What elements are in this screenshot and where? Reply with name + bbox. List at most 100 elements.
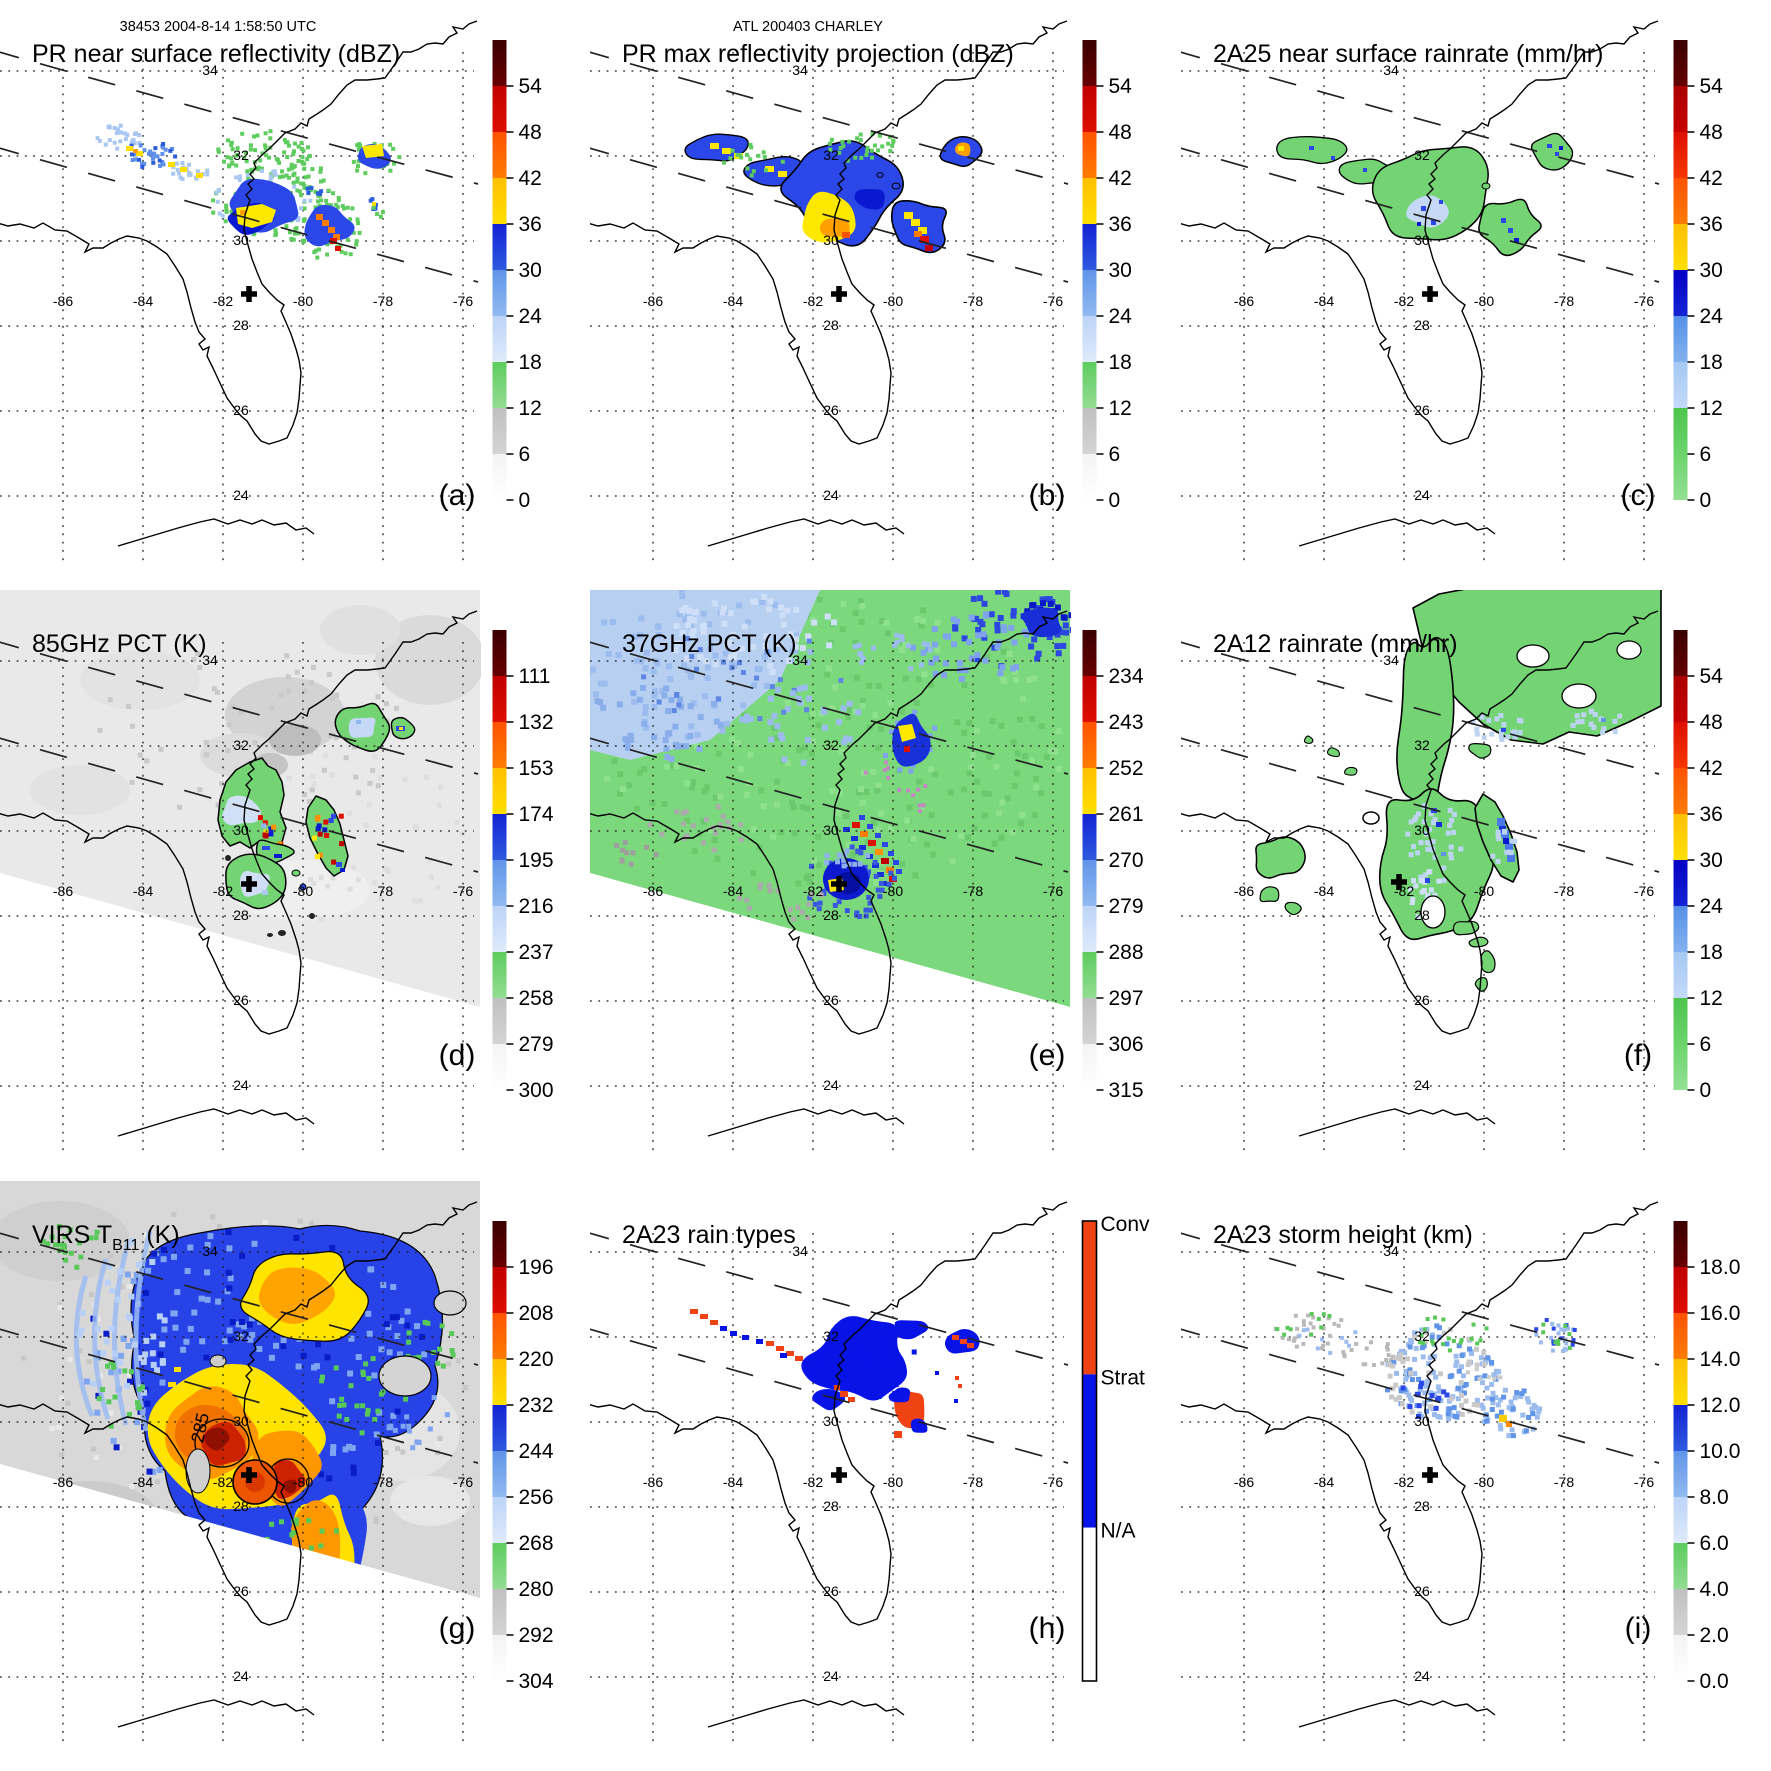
lat-label: 32	[1414, 1328, 1430, 1344]
cuba-coastline	[1298, 1699, 1496, 1728]
lat-label: 28	[823, 907, 839, 923]
colorbar-tick-label: 153	[519, 757, 554, 780]
colorbar-tick-label: 54	[519, 75, 543, 98]
lon-label: -84	[1314, 1474, 1334, 1490]
lat-label: 28	[1414, 1498, 1430, 1514]
geo-labels: 34 32 30 28 26 24 -86 -84 -82 -80 -78 -76	[1234, 1243, 1654, 1684]
lat-label: 30	[823, 232, 839, 248]
lat-label: 30	[1414, 822, 1430, 838]
colorbar-c: 54 48 42 36 30 24 18 12 6 0	[1673, 40, 1724, 512]
colorbar-tick-label: 18	[519, 351, 542, 374]
lat-label: 34	[202, 652, 218, 668]
lat-label: 24	[233, 1668, 249, 1684]
panel-b: 34 32 30 28 26 24 -86 -84 -82 -80 -78 -76 ATL 200403…	[590, 19, 1132, 562]
colorbar-tick-label: 6	[1700, 443, 1712, 466]
colorbar-f: 54 48 42 36 30 24 18 12 6 0	[1673, 630, 1724, 1102]
lat-label: 28	[823, 317, 839, 333]
colorbar-tick-label: 6	[1109, 443, 1121, 466]
colorbar-tick-label: 48	[1700, 121, 1723, 144]
lon-label: -80	[883, 883, 903, 899]
panel-letter: (b)	[1029, 479, 1066, 512]
colorbar-tick-label: 42	[1700, 167, 1723, 190]
lat-label: 24	[233, 1077, 249, 1093]
colorbar-tick-label: 0.0	[1700, 1670, 1729, 1693]
lon-label: -76	[1043, 883, 1063, 899]
colorbar-tick-label: 48	[1700, 711, 1723, 734]
data-layer-i	[1273, 1312, 1577, 1439]
lon-label: -78	[1554, 883, 1574, 899]
panel-h: 34 32 30 28 26 24 -86 -84 -82 -80 -78 -76 2A23 rain …	[590, 1201, 1150, 1743]
lon-label: -78	[963, 883, 983, 899]
map-gridlines	[0, 642, 474, 1152]
lon-label: -80	[1474, 1474, 1494, 1490]
lat-label: 34	[792, 62, 808, 78]
panel-i: 34 32 30 28 26 24 -86 -84 -82 -80 -78 -76 2A23 storm…	[1181, 1201, 1740, 1743]
colorbar-tick-label: 30	[1700, 849, 1723, 872]
lon-label: -84	[723, 1474, 743, 1490]
colorbar-tick-label: 48	[519, 121, 542, 144]
colorbar-tick-label: 304	[519, 1670, 554, 1693]
lon-label: -84	[1314, 883, 1334, 899]
map-overlay	[0, 610, 479, 1137]
colorbar-tick-label: 30	[1109, 259, 1132, 282]
colorbar-tick-label: 244	[519, 1440, 554, 1463]
colorbar-tick-label: 36	[1700, 803, 1723, 826]
colorbar-g: 196 208 220 232 244 256 268 280 292 304	[492, 1221, 554, 1693]
colorbar-gradient	[1082, 630, 1097, 1090]
lat-label: 28	[823, 1498, 839, 1514]
colorbar-tick-label: 132	[519, 711, 554, 734]
data-layer-a	[95, 123, 402, 260]
lon-label: -86	[643, 293, 663, 309]
data-layer-b	[684, 131, 983, 254]
geo-labels: 34 32 30 28 26 24 -86 -84 -82 -80 -78 -76	[1234, 62, 1654, 503]
colorbar-tick-label: 111	[519, 665, 551, 688]
colorbar-tick-label: 232	[519, 1394, 554, 1417]
colorbar-d: 111 132 153 174 195 216 237 258 279 300	[492, 630, 554, 1102]
panel-title: 2A23 storm height (km)	[1213, 1221, 1473, 1249]
colorbar-tick-label: 12	[1700, 397, 1723, 420]
data-layer-e	[590, 590, 1071, 1152]
lon-label: -76	[1634, 1474, 1654, 1490]
lon-label: -86	[1234, 1474, 1254, 1490]
colorbar-tick-label: 48	[1109, 121, 1132, 144]
lon-label: -78	[373, 883, 393, 899]
lon-label: -78	[1554, 293, 1574, 309]
colorbar-tick-label: 279	[1109, 895, 1144, 918]
lat-label: 32	[823, 1328, 839, 1344]
lat-label: 26	[1414, 1583, 1430, 1599]
panel-title: 2A23 rain types	[622, 1221, 796, 1249]
panel-letter: (d)	[439, 1039, 476, 1072]
lon-label: -80	[293, 1474, 313, 1490]
lat-label: 26	[1414, 402, 1430, 418]
map-gridlines	[1181, 52, 1655, 562]
storm-center-cross	[831, 286, 847, 302]
lat-label: 32	[233, 737, 249, 753]
colorbar-tick-label: 54	[1700, 75, 1724, 98]
panel-letter: (e)	[1029, 1039, 1066, 1072]
colorbar-category-label: N/A	[1101, 1520, 1136, 1543]
data-layer-c	[1276, 132, 1574, 257]
lon-label: -76	[453, 293, 473, 309]
lat-label: 32	[233, 1328, 249, 1344]
cuba-coastline	[707, 1699, 905, 1728]
lon-label: -80	[883, 1474, 903, 1490]
colorbar-tick-label: 195	[519, 849, 554, 872]
colorbar-tick-label: 18	[1109, 351, 1132, 374]
lon-label: -84	[133, 293, 153, 309]
colorbar-tick-label: 54	[1700, 665, 1724, 688]
geo-labels: 34 32 30 28 26 24 -86 -84 -82 -80 -78 -76	[643, 652, 1063, 1093]
colorbar-segment-Conv	[1082, 1221, 1097, 1375]
colorbar-i: 18.0 16.0 14.0 12.0 10.0 8.0 6.0 4.0 2.0 0.0	[1673, 1221, 1740, 1693]
colorbar-tick-label: 280	[519, 1578, 554, 1601]
data-layer-f	[1255, 590, 1662, 992]
colorbar-tick-label: 6	[1700, 1033, 1712, 1056]
lat-label: 28	[233, 1498, 249, 1514]
lon-label: -76	[1043, 293, 1063, 309]
panel-title: PR near surface reflectivity (dBZ)	[32, 40, 400, 68]
lat-label: 26	[823, 402, 839, 418]
lat-label: 34	[1383, 62, 1399, 78]
map-gridlines	[0, 52, 474, 562]
colorbar-e: 234 243 252 261 270 279 288 297 306 315	[1082, 630, 1144, 1102]
lat-label: 30	[1414, 232, 1430, 248]
